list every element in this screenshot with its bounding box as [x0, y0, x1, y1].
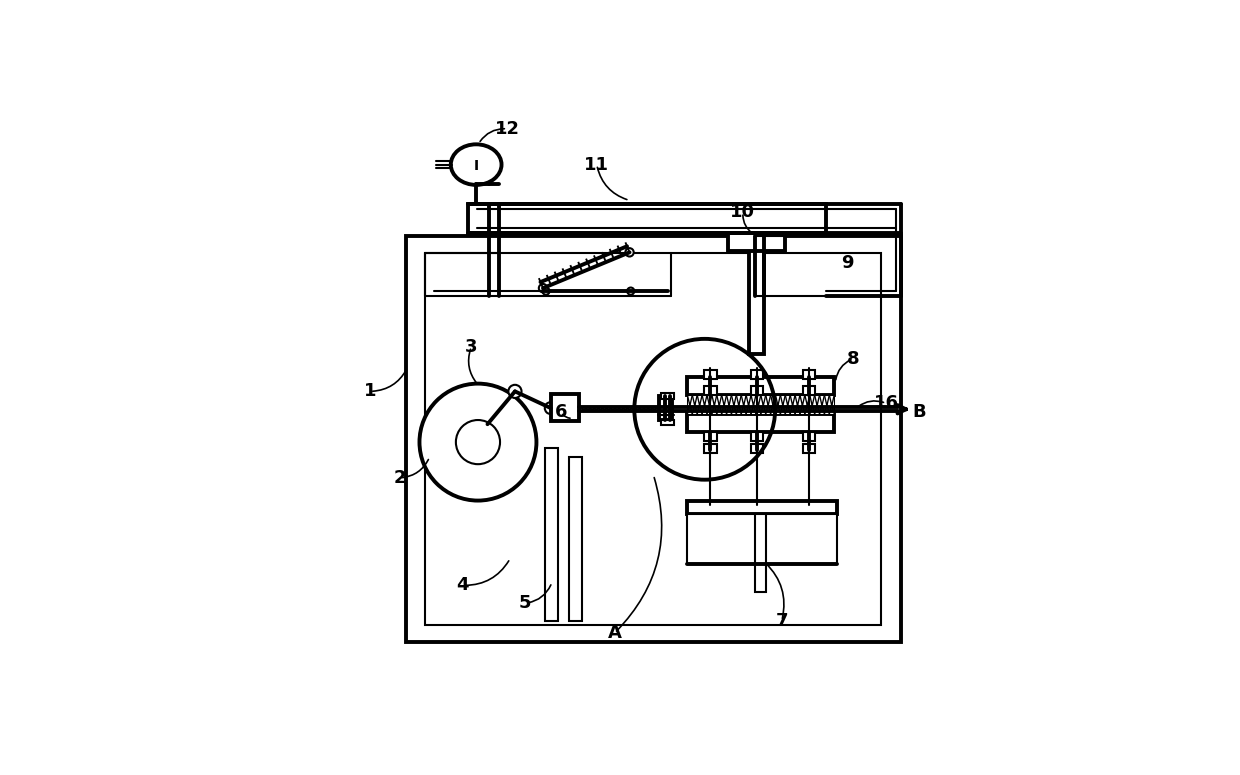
- Bar: [750, 444, 763, 453]
- Bar: [551, 394, 579, 422]
- Text: 11: 11: [584, 156, 609, 174]
- Text: 4: 4: [456, 577, 469, 594]
- Text: 5: 5: [518, 594, 532, 612]
- Bar: [687, 501, 837, 514]
- Bar: [750, 386, 763, 395]
- Circle shape: [456, 420, 500, 464]
- Text: 16: 16: [874, 394, 899, 412]
- Bar: [687, 514, 837, 564]
- Text: 7: 7: [775, 612, 787, 630]
- Bar: [704, 432, 717, 441]
- Text: B: B: [913, 403, 926, 422]
- Bar: [405, 236, 901, 642]
- Bar: [660, 396, 672, 420]
- Bar: [687, 377, 835, 395]
- Bar: [704, 444, 717, 453]
- Bar: [750, 432, 763, 441]
- Bar: [661, 420, 675, 425]
- Text: 3: 3: [465, 338, 477, 356]
- Bar: [802, 432, 815, 441]
- Ellipse shape: [451, 144, 501, 185]
- Bar: [750, 370, 763, 380]
- Text: I: I: [474, 159, 480, 173]
- Bar: [661, 393, 675, 398]
- Bar: [728, 232, 785, 250]
- Circle shape: [542, 288, 549, 294]
- Circle shape: [508, 385, 522, 398]
- Text: 12: 12: [495, 120, 520, 138]
- Bar: [755, 514, 765, 592]
- Text: 1: 1: [363, 382, 376, 401]
- Bar: [704, 370, 717, 380]
- Text: 6: 6: [554, 403, 567, 422]
- Bar: [687, 414, 835, 432]
- Bar: [704, 386, 717, 395]
- Bar: [749, 236, 764, 354]
- Circle shape: [625, 248, 634, 257]
- Text: 2: 2: [393, 469, 405, 487]
- Text: 8: 8: [847, 350, 859, 367]
- Circle shape: [539, 284, 547, 292]
- Bar: [569, 457, 582, 621]
- Text: 9: 9: [841, 254, 853, 272]
- Bar: [544, 448, 558, 621]
- Circle shape: [544, 402, 557, 414]
- Bar: [802, 370, 815, 380]
- Bar: [802, 386, 815, 395]
- Bar: [802, 444, 815, 453]
- Circle shape: [419, 384, 537, 501]
- Bar: [687, 395, 835, 414]
- Text: 10: 10: [730, 203, 755, 222]
- Circle shape: [627, 288, 635, 294]
- Bar: [425, 253, 882, 625]
- Text: A: A: [608, 624, 621, 642]
- Bar: [469, 204, 826, 232]
